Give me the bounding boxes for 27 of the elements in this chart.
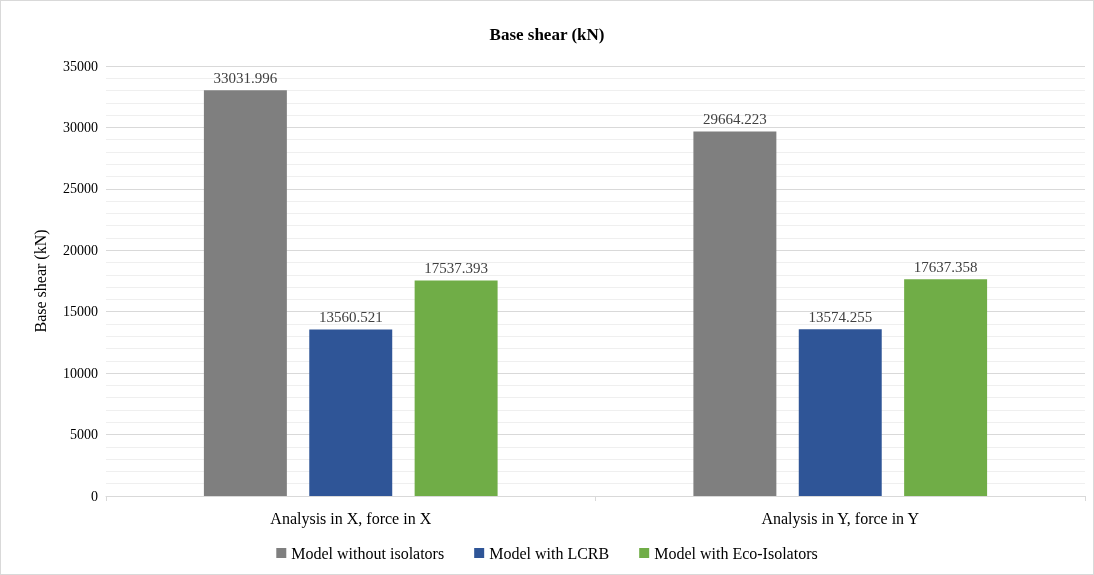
y-tick-label: 25000 xyxy=(63,181,98,197)
bar xyxy=(414,280,498,496)
legend-label: Model without isolators xyxy=(291,544,445,562)
bar xyxy=(798,329,882,496)
y-axis-title: Base shear (kN) xyxy=(31,229,50,333)
data-label: 17637.358 xyxy=(913,258,978,275)
y-tick-label: 0 xyxy=(91,488,98,504)
x-tick-label: Analysis in X, force in X xyxy=(270,509,432,528)
data-label: 29664.223 xyxy=(703,111,767,128)
y-tick-label: 15000 xyxy=(63,304,98,320)
data-label: 13574.255 xyxy=(808,308,873,325)
bar xyxy=(309,329,393,496)
data-label: 13560.521 xyxy=(318,308,383,325)
bar xyxy=(693,131,777,496)
y-tick-label: 20000 xyxy=(63,242,98,258)
legend-label: Model with LCRB xyxy=(489,544,610,562)
y-tick-label: 5000 xyxy=(70,427,98,443)
legend-label: Model with Eco-Isolators xyxy=(654,544,818,562)
chart-title: Base shear (kN) xyxy=(489,25,605,44)
x-tick-label: Analysis in Y, force in Y xyxy=(761,509,920,528)
y-tick-label: 30000 xyxy=(63,119,98,135)
data-label: 17537.393 xyxy=(424,260,488,277)
data-label: 33031.996 xyxy=(213,69,278,86)
bar xyxy=(904,279,988,496)
y-tick-label: 10000 xyxy=(63,365,98,381)
bar xyxy=(203,90,287,496)
y-tick-label: 35000 xyxy=(63,58,98,74)
